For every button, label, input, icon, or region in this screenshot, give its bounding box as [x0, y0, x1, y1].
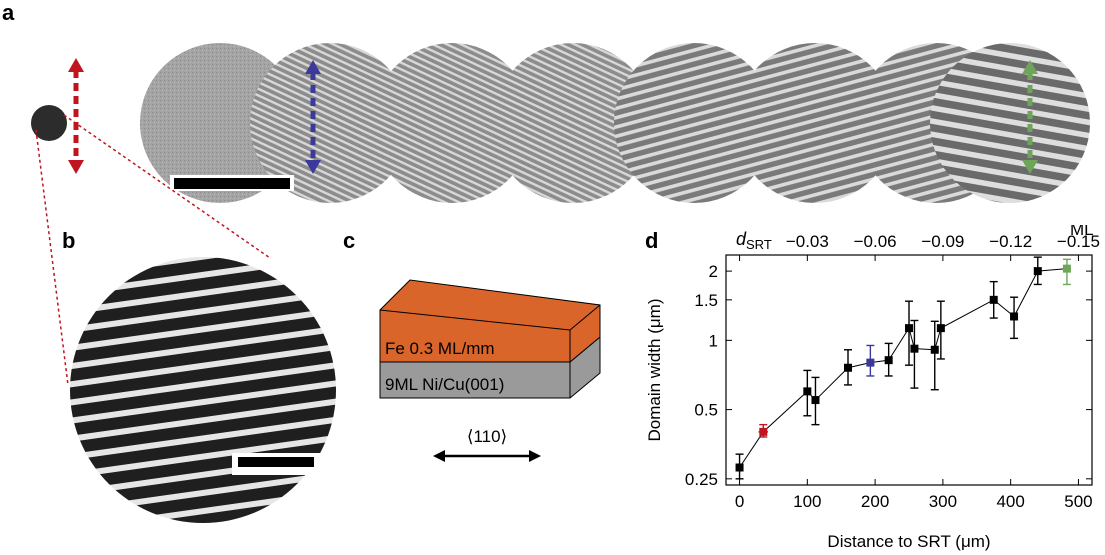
panel-d-label: d: [645, 228, 659, 253]
marker: [936, 324, 945, 333]
x-tick-label: 300: [929, 492, 957, 511]
marker: [759, 427, 768, 436]
top-tick-label: −0.06: [854, 232, 897, 251]
data-point: [1062, 258, 1071, 286]
marker: [735, 463, 744, 472]
data-point: [758, 423, 769, 438]
y-axis-label: Domain width (μm): [645, 299, 664, 442]
data-points: [735, 256, 1071, 480]
data-point: [930, 320, 939, 391]
y-tick-label: 1: [709, 331, 718, 350]
panel-a-label: a: [2, 0, 15, 25]
ni-layer-label: 9ML Ni/Cu(001): [385, 375, 504, 394]
green-direction-arrow: [1022, 60, 1038, 174]
marker: [844, 363, 852, 372]
scale-bar-a: [174, 178, 290, 189]
marker: [989, 295, 998, 304]
series-line: [739, 268, 1067, 468]
zoom-lines: [35, 114, 271, 386]
data-point: [910, 319, 919, 389]
data-point: [884, 342, 893, 377]
data-point: [844, 349, 852, 386]
panel-b-micrograph: [70, 257, 336, 523]
y-tick-label: 0.5: [694, 401, 718, 420]
x-tick-label: 400: [996, 492, 1024, 511]
x-axis-label: Distance to SRT (μm): [827, 532, 990, 551]
panel-c-label: c: [343, 228, 356, 253]
data-point: [936, 300, 945, 360]
data-point: [905, 300, 913, 366]
data-point: [803, 369, 812, 417]
top-axis-unit: ML: [1070, 225, 1094, 239]
micrograph-2: [250, 43, 410, 203]
micrograph-3: [372, 43, 532, 203]
marker: [930, 345, 939, 354]
micrograph-6: [735, 43, 895, 203]
x-tick-label: 500: [1064, 492, 1092, 511]
micrograph-5: [614, 43, 774, 203]
marker: [811, 396, 820, 405]
top-axis-label-main: d: [736, 229, 747, 249]
data-point: [989, 280, 998, 319]
plot-frame: [725, 254, 1093, 486]
direction-arrow: [433, 450, 541, 462]
marker: [1062, 264, 1071, 273]
data-point: [735, 453, 744, 480]
data-point: [811, 376, 820, 426]
top-axis-ticks: −0.03 −0.06 −0.09 −0.12 −0.15: [786, 232, 1100, 251]
fe-layer-label: Fe 0.3 ML/mm: [385, 339, 495, 358]
micrograph-4: [493, 43, 653, 203]
top-tick-label: −0.15: [1057, 232, 1100, 251]
top-tick-label: −0.09: [921, 232, 964, 251]
data-point: [1033, 256, 1042, 286]
zoomed-domain-image: [70, 257, 336, 523]
scale-bar-b: [238, 457, 314, 467]
data-point: [866, 344, 875, 377]
panel-a-micrographs: [31, 43, 1090, 203]
micrograph-8: [930, 43, 1090, 203]
micrograph-circles: [140, 43, 1090, 203]
marker: [803, 387, 812, 396]
marker: [1010, 312, 1019, 321]
top-axis-label: dSRT: [736, 229, 772, 252]
y-axis-ticks: 0.25 0.5 1 1.5 2: [685, 262, 1092, 489]
domain-width-chart: 0 100 200 300 400 500 0.25 0.5 1 1.5 2 −0.03 −0.06…: [645, 225, 1100, 551]
marker: [905, 324, 913, 333]
y-tick-label: 0.25: [685, 470, 718, 489]
blue-direction-arrow: [305, 60, 321, 174]
marker: [1033, 267, 1042, 276]
y-tick-label: 1.5: [694, 291, 718, 310]
x-tick-label: 100: [793, 492, 821, 511]
marker: [910, 344, 919, 353]
top-axis-label-sub: SRT: [746, 237, 772, 252]
marker: [866, 358, 875, 367]
direction-label: ⟨110⟩: [467, 427, 507, 446]
panel-b-label: b: [62, 228, 76, 253]
overview-dot: [31, 105, 67, 141]
micrograph-1: [140, 43, 300, 203]
x-tick-label: 200: [861, 492, 889, 511]
wedge-sample-diagram: Fe 0.3 ML/mm 9ML Ni/Cu(001) ⟨110⟩: [379, 279, 601, 462]
top-tick-label: −0.12: [989, 232, 1032, 251]
x-axis-ticks: 0 100 200 300 400 500: [735, 255, 1093, 511]
y-tick-label: 2: [709, 262, 718, 281]
top-tick-label: −0.03: [786, 232, 829, 251]
red-direction-arrow: [68, 58, 84, 174]
data-point: [1010, 296, 1019, 340]
fe-wedge-layer: [379, 279, 601, 363]
marker: [884, 356, 893, 365]
x-tick-label: 0: [735, 492, 744, 511]
